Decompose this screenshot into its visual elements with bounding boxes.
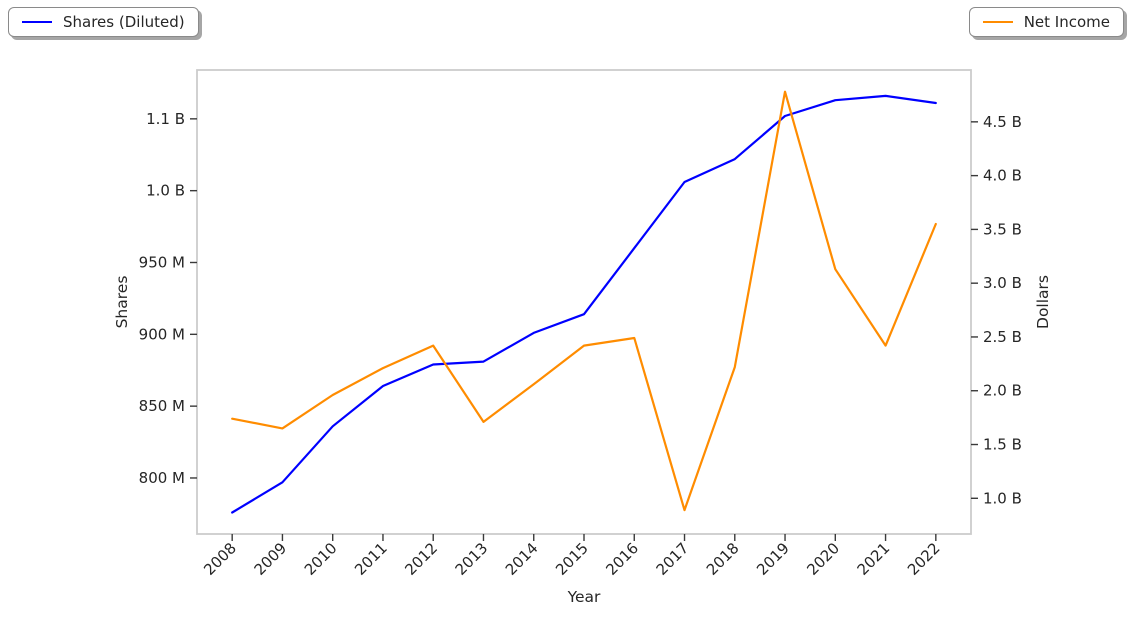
left-axis-tick-label: 900 M (139, 325, 185, 343)
plot-border (196, 69, 972, 535)
right-axis-tick-label: 3.0 B (983, 274, 1022, 292)
left-axis-tick-label: 800 M (139, 469, 185, 487)
x-axis-tick-label: 2013 (452, 539, 492, 579)
x-axis-title: Year (567, 588, 601, 606)
right-axis-tick-label: 4.0 B (983, 167, 1022, 185)
x-axis-tick-label: 2011 (351, 539, 391, 579)
left-axis-title: Shares (113, 275, 131, 329)
x-axis-tick-label: 2010 (301, 539, 341, 579)
right-axis-tick-label: 2.5 B (983, 328, 1022, 346)
x-axis-tick-label: 2017 (653, 539, 693, 579)
legend-label-shares: Shares (Diluted) (63, 13, 185, 31)
x-axis-tick-label: 2014 (502, 539, 542, 579)
legend-label-net-income: Net Income (1023, 13, 1110, 31)
x-axis-tick-label: 2019 (753, 539, 793, 579)
x-axis-tick-label: 2021 (854, 539, 894, 579)
right-axis-tick-label: 1.0 B (983, 489, 1022, 507)
x-axis-tick-label: 2016 (602, 539, 642, 579)
x-axis-tick-label: 2018 (703, 539, 743, 579)
legend-line-swatch-blue (22, 21, 52, 23)
x-axis-tick-label: 2015 (552, 539, 592, 579)
x-axis-tick-label: 2008 (200, 539, 240, 579)
x-axis-tick-label: 2012 (401, 539, 441, 579)
left-axis-tick-label: 1.0 B (146, 182, 185, 200)
x-axis-tick-label: 2022 (904, 539, 944, 579)
left-axis-tick-label: 850 M (139, 397, 185, 415)
right-axis-title: Dollars (1034, 275, 1052, 329)
legend-net-income: Net Income (968, 7, 1124, 37)
right-axis-tick-label: 3.5 B (983, 220, 1022, 238)
right-axis-tick-label: 4.5 B (983, 113, 1022, 131)
x-axis-tick-label: 2009 (251, 539, 291, 579)
series-line-shares-diluted (231, 94, 937, 514)
series-line-net-income (231, 90, 937, 512)
x-axis-tick-label: 2020 (803, 539, 843, 579)
legend-line-swatch-orange (982, 21, 1013, 23)
legend-shares-diluted: Shares (Diluted) (8, 7, 199, 37)
left-axis-tick-label: 1.1 B (146, 110, 185, 128)
right-axis-tick-label: 1.5 B (983, 436, 1022, 454)
left-axis-tick-label: 950 M (139, 253, 185, 271)
right-axis-tick-label: 2.0 B (983, 382, 1022, 400)
